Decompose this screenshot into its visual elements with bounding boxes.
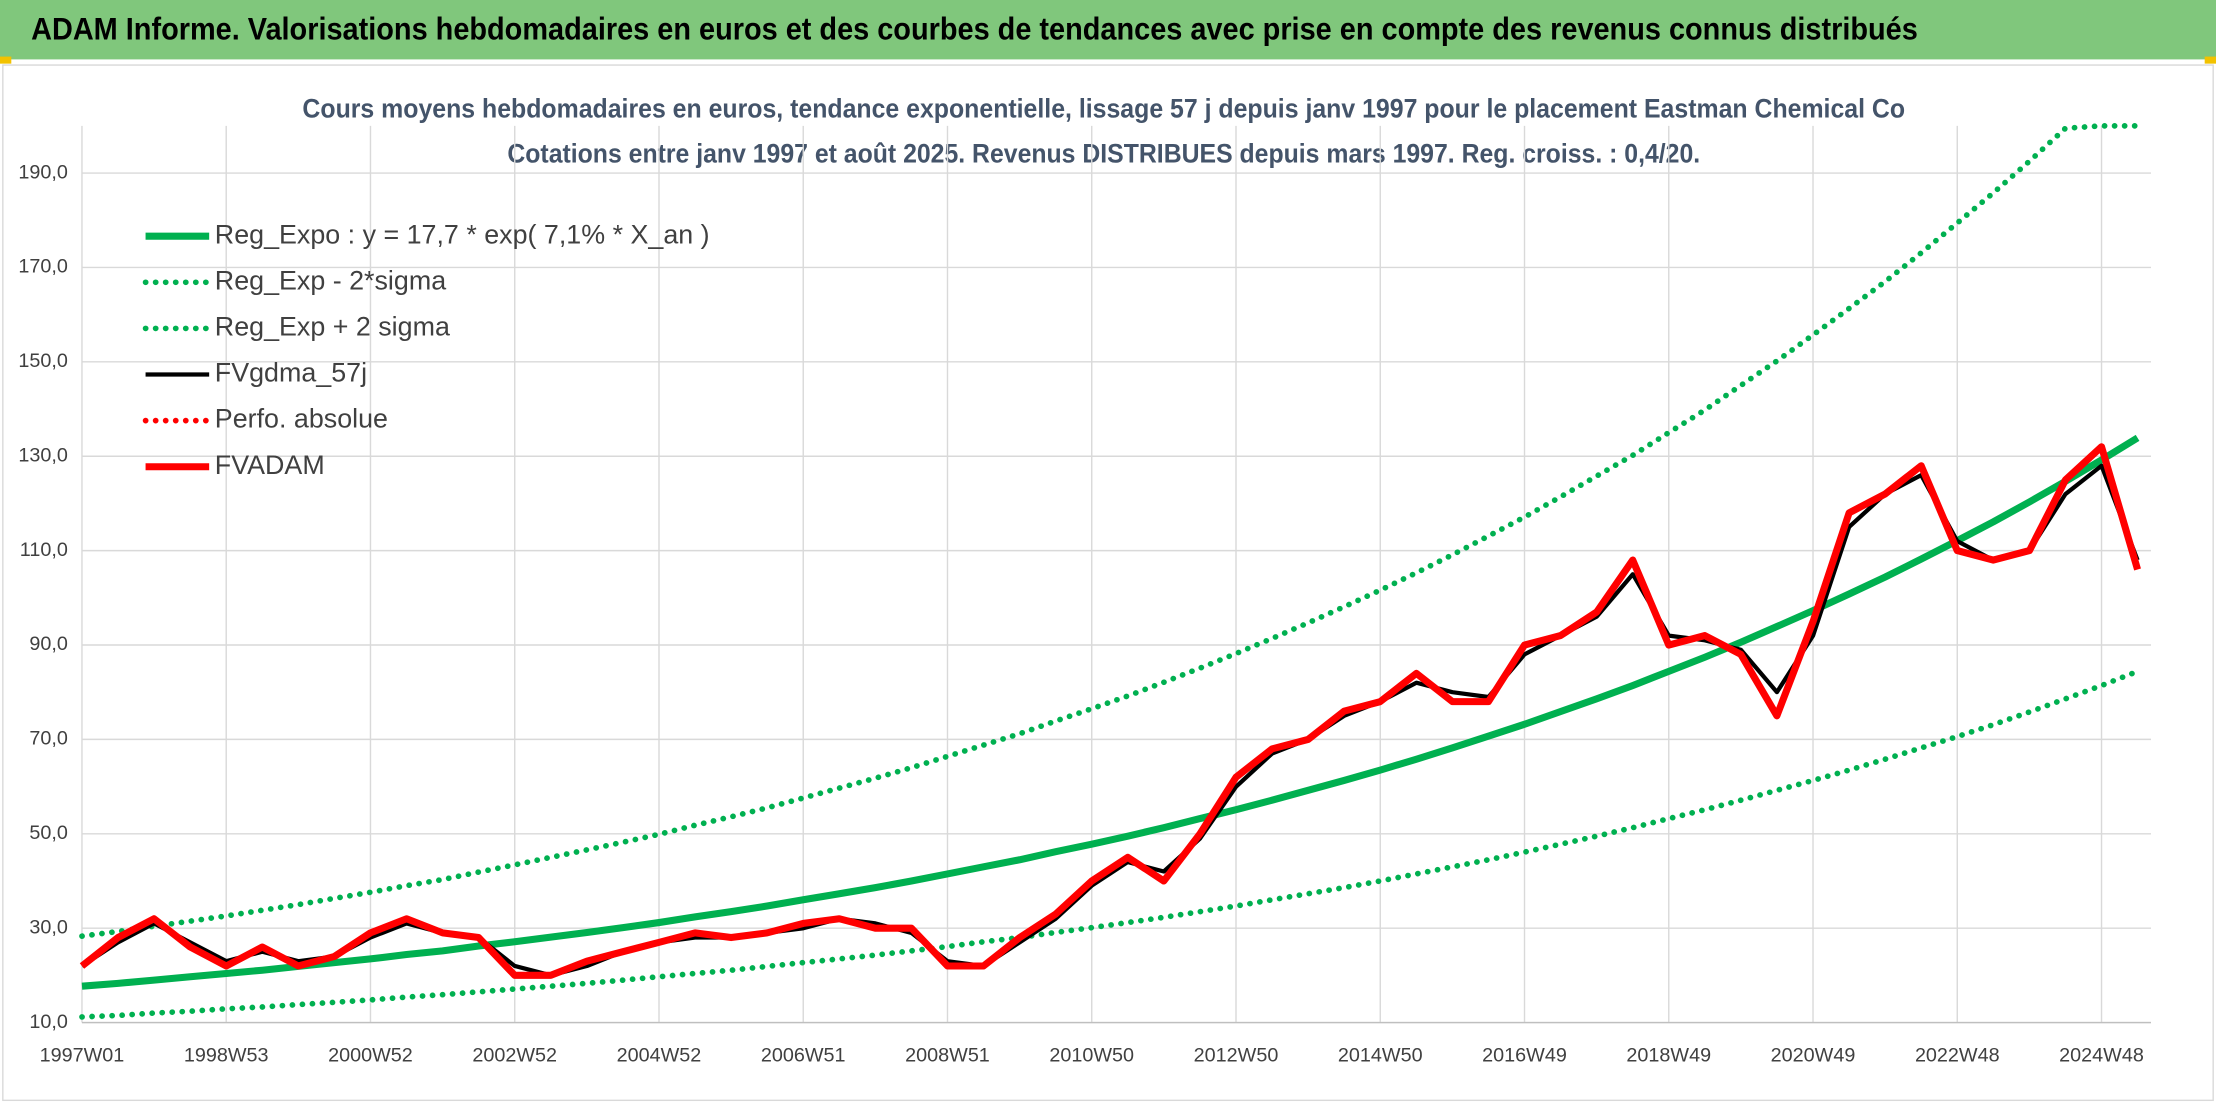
x-tick-label: 2024W48 [2059,1045,2144,1067]
x-tick-label: 2014W50 [1338,1045,1423,1067]
y-tick-label: 70,0 [29,728,68,750]
y-tick-label: 90,0 [29,633,68,655]
y-tick-label: 190,0 [18,161,67,183]
x-tick-label: 2018W49 [1626,1045,1711,1067]
x-tick-label: 2022W48 [1915,1045,2000,1067]
corner-mark [2204,56,2216,64]
series-line [79,123,2141,939]
x-tick-label: 2008W51 [905,1045,990,1067]
series-line [81,434,2140,990]
y-tick-label: 110,0 [20,539,68,561]
corner-mark [0,56,12,64]
header-banner [0,0,2216,60]
legend-label: Reg_Exp - 2*sigma [215,265,446,295]
x-tick-label: 2002W52 [472,1045,557,1067]
x-tick-label: 1998W53 [184,1045,269,1067]
x-tick-label: 2020W49 [1771,1045,1856,1067]
series-line [79,668,2141,1020]
x-tick-label: 2000W52 [328,1045,413,1067]
legend: Reg_Expo : y = 17,7 * exp( 7,1% * X_an )… [142,219,710,480]
legend-label: FVgdma_57j [215,358,367,388]
chart-title: Cours moyens hebdomadaires en euros, ten… [302,93,1905,123]
legend-label: FVADAM [215,450,325,480]
x-tick-label: 2010W50 [1049,1045,1134,1067]
header-title: ADAM Informe. Valorisations hebdomadaire… [31,11,1918,46]
legend-label: Reg_Expo : y = 17,7 * exp( 7,1% * X_an ) [215,219,710,249]
legend-label: Perfo. absolue [215,404,388,434]
y-tick-label: 10,0 [29,1011,68,1033]
y-tick-label: 150,0 [18,350,67,372]
x-tick-label: 2006W51 [761,1045,846,1067]
legend-label: Reg_Exp + 2 sigma [215,311,450,341]
y-tick-label: 30,0 [29,916,68,938]
y-tick-label: 130,0 [18,444,67,466]
y-tick-label: 170,0 [18,256,67,278]
y-tick-label: 50,0 [29,822,68,844]
chart-frame [2,64,2214,1102]
chart-subtitle: Cotations entre janv 1997 et août 2025. … [507,139,1700,169]
x-tick-label: 2004W52 [617,1045,702,1067]
plot-area [79,123,2141,1020]
x-tick-label: 2012W50 [1194,1045,1279,1067]
series-line [79,443,2141,979]
x-tick-label: 1997W01 [40,1045,125,1067]
x-tick-label: 2016W49 [1482,1045,1567,1067]
